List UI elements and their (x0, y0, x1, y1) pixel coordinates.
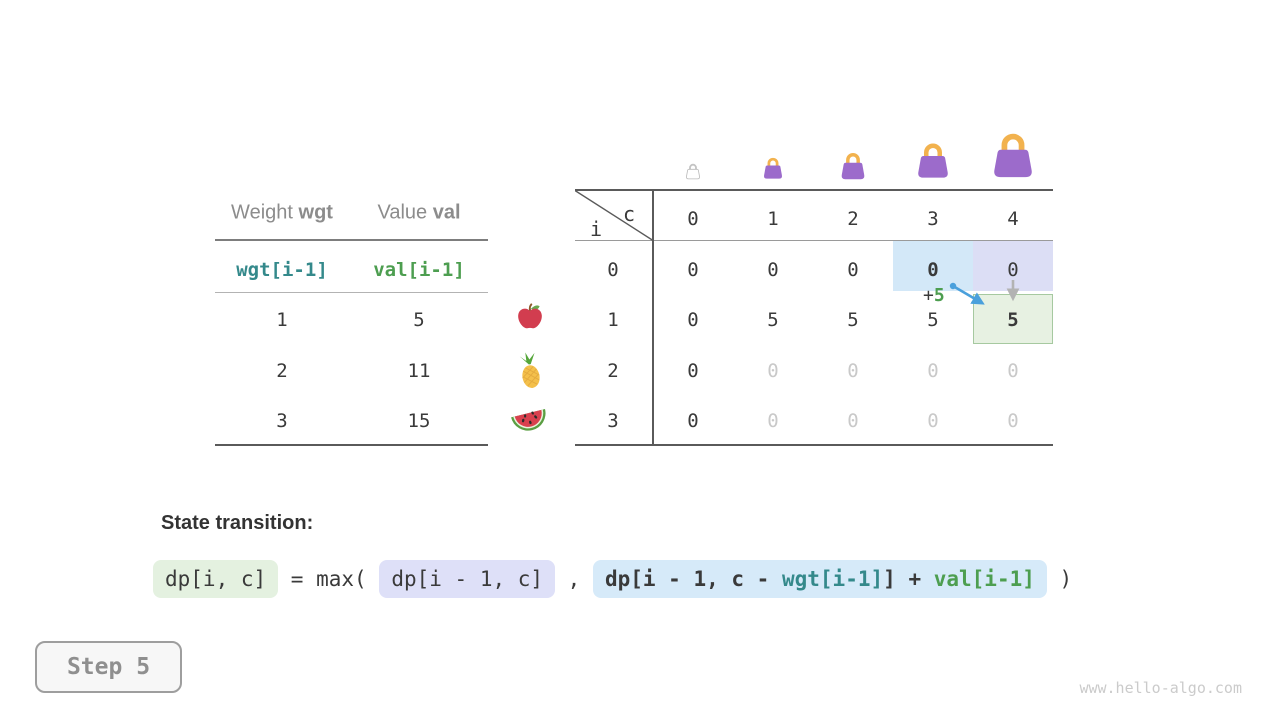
dp-cell-2-1: 0 (767, 360, 779, 382)
dp-cell-3-3: 0 (927, 410, 939, 432)
added-value: 5 (933, 285, 945, 306)
corner-row-var: i (589, 217, 603, 241)
weight-label: Weight (231, 201, 299, 224)
watermark: www.hello-algo.com (1079, 679, 1242, 697)
dp-cell-3-0: 0 (687, 410, 699, 432)
arg2-prefix: dp[i - 1, c - (604, 567, 782, 591)
formula-equals-max: = max( (278, 567, 380, 591)
dp-cell-0-3: 0 (927, 259, 939, 281)
dp-cell-0-1: 0 (767, 259, 779, 281)
dp-cell-0-0: 0 (687, 259, 699, 281)
bag-capacity-0-icon (686, 163, 700, 180)
dp-cell-1-0: 0 (687, 309, 699, 331)
row-header-0: 0 (607, 259, 619, 281)
highlight-cell-prev-shifted (893, 241, 973, 291)
bag-capacity-1-icon (764, 157, 782, 179)
dp-cell-0-4: 0 (1007, 259, 1019, 281)
dp-cell-3-1: 0 (767, 410, 779, 432)
plus-value-annotation: +5 (923, 285, 945, 306)
step-button[interactable]: Step 5 (35, 641, 182, 693)
items-table-header-rule (215, 239, 488, 241)
val-code-cell: val[i-1] (373, 259, 465, 281)
corner-diagonal-line (575, 190, 653, 241)
col-header-2: 2 (847, 208, 859, 230)
row-header-2: 2 (607, 360, 619, 382)
dp-cell-1-4: 5 (1007, 309, 1019, 331)
dp-cell-1-1: 5 (767, 309, 779, 331)
state-transition-formula: dp[i, c] = max( dp[i - 1, c] , dp[i - 1,… (153, 560, 1072, 598)
bag-capacity-4-icon (994, 133, 1032, 178)
bag-capacity-3-icon (918, 143, 948, 178)
weight-code: wgt (298, 201, 333, 224)
item-3-weight: 3 (276, 410, 288, 432)
item-2-weight: 2 (276, 360, 288, 382)
value-column-header: Value val (377, 202, 460, 225)
items-table-bottom-rule (215, 444, 488, 446)
wgt-code-cell: wgt[i-1] (236, 259, 328, 281)
plus-sign: + (923, 285, 934, 306)
formula-lhs-box: dp[i, c] (153, 560, 279, 598)
col-header-1: 1 (767, 208, 779, 230)
step-button-label: Step 5 (66, 654, 151, 680)
state-transition-label: State transition: (161, 512, 314, 534)
formula-separator: , (555, 567, 593, 591)
formula-close-paren: ) (1046, 567, 1073, 591)
dp-cell-2-0: 0 (687, 360, 699, 382)
pineapple-icon (519, 352, 540, 388)
blue-transition-arrow (952, 284, 985, 305)
dp-cell-1-2: 5 (847, 309, 859, 331)
item-2-value: 11 (407, 360, 431, 382)
col-header-4: 4 (1007, 208, 1019, 230)
items-table-inner-rule (215, 292, 488, 293)
value-code: val (432, 201, 461, 224)
apple-icon (518, 303, 542, 329)
dp-cell-0-2: 0 (847, 259, 859, 281)
row-header-1: 1 (607, 309, 619, 331)
dp-cell-3-2: 0 (847, 410, 859, 432)
arg2-val-term: val[i-1] (933, 567, 1035, 591)
arg2-bracket: ] (883, 567, 896, 591)
dp-table-bottom-rule (575, 444, 1053, 446)
dp-table-top-rule (575, 189, 1053, 191)
dp-cell-2-3: 0 (927, 360, 939, 382)
formula-arg1-box: dp[i - 1, c] (379, 560, 556, 598)
dp-table-divider (652, 189, 654, 446)
weight-column-header: Weight wgt (231, 202, 333, 225)
value-label: Value (377, 201, 433, 224)
col-header-3: 3 (927, 208, 939, 230)
watermelon-icon (511, 408, 546, 431)
item-3-value: 15 (407, 410, 431, 432)
item-1-weight: 1 (276, 309, 288, 331)
col-header-0: 0 (687, 208, 699, 230)
arg2-wgt-term: wgt[i-1] (781, 567, 884, 591)
row-header-3: 3 (607, 410, 619, 432)
formula-arg2-box: dp[i - 1, c - wgt[i-1]] + val[i-1] (592, 560, 1047, 598)
item-1-value: 5 (413, 309, 425, 331)
dp-cell-1-3: 5 (927, 309, 939, 331)
dp-cell-2-2: 0 (847, 360, 859, 382)
corner-col-var: c (622, 202, 636, 226)
dp-cell-3-4: 0 (1007, 410, 1019, 432)
arg2-plus: + (895, 567, 934, 591)
bag-capacity-2-icon (841, 153, 865, 180)
transition-arrows (949, 280, 1020, 305)
dp-cell-2-4: 0 (1007, 360, 1019, 382)
dp-table-header-rule (575, 240, 1053, 241)
